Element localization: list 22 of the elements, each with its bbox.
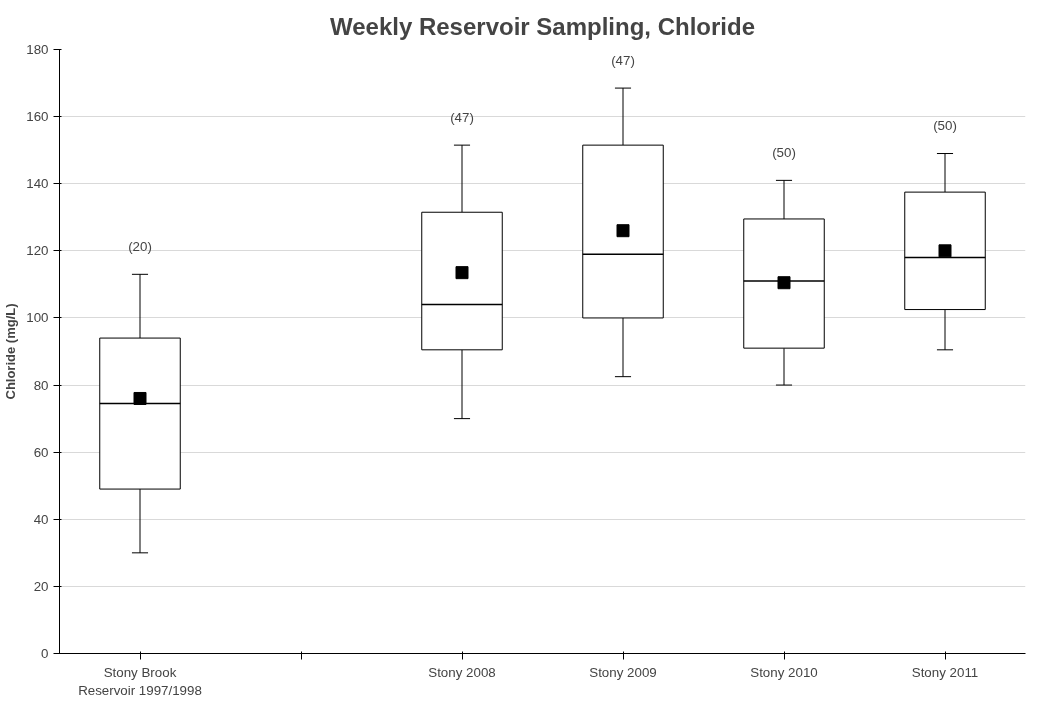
y-tick-label: 40 bbox=[33, 511, 49, 527]
y-tick-label: 80 bbox=[33, 377, 49, 393]
y-tick-label: 60 bbox=[33, 444, 49, 460]
x-tick-label: Stony 2008 bbox=[428, 664, 496, 680]
y-tick-label: 0 bbox=[41, 646, 49, 661]
chart-title: Weekly Reservoir Sampling, Chloride bbox=[329, 12, 756, 40]
x-tick-label: Stony 2010 bbox=[750, 664, 818, 680]
y-tick-label: 160 bbox=[26, 109, 49, 125]
annotation: (50) bbox=[772, 144, 796, 160]
annotation: (20) bbox=[128, 238, 152, 254]
y-tick-label: 100 bbox=[26, 310, 49, 326]
annotation: (50) bbox=[933, 118, 957, 134]
x-tick-label: Stony 2011 bbox=[911, 664, 979, 680]
y-tick-label: 120 bbox=[26, 243, 49, 259]
y-axis-title: Chloride (mg/L) bbox=[3, 303, 19, 400]
y-tick-label: 180 bbox=[26, 42, 49, 57]
x-tick-label: Stony Brook Reservoir 1997/1998 bbox=[78, 664, 202, 698]
x-tick-label: Stony 2009 bbox=[589, 664, 657, 680]
annotation: (47) bbox=[450, 109, 474, 125]
y-tick-label: 140 bbox=[26, 176, 49, 192]
annotation: (47) bbox=[611, 52, 635, 68]
y-tick-label: 20 bbox=[33, 578, 49, 594]
